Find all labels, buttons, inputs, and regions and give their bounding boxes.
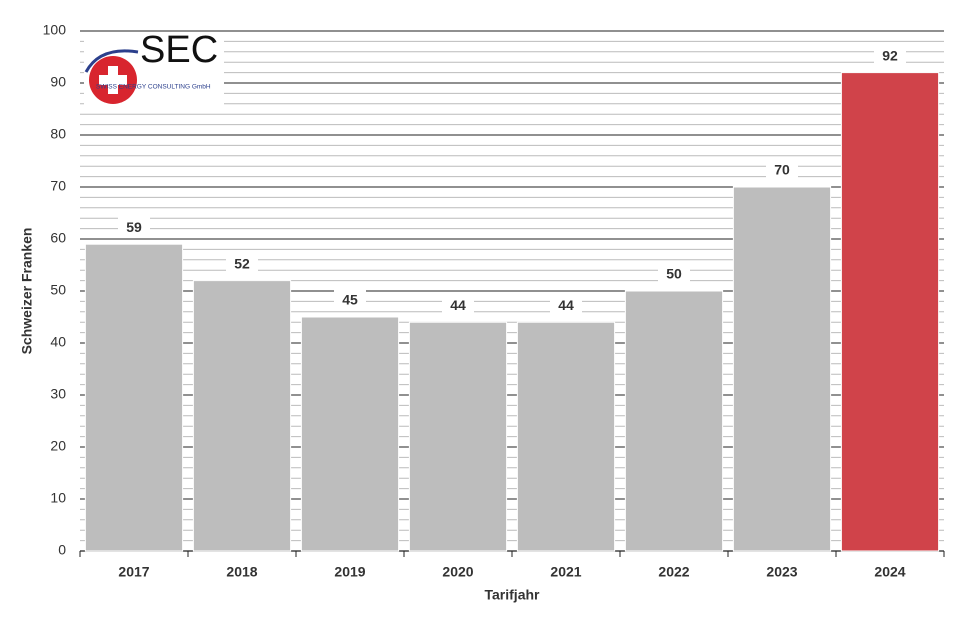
y-tick-label: 30 (50, 386, 66, 402)
logo-subtitle: SWISS ENERGY CONSULTING GmbH (96, 84, 211, 91)
value-label-background (550, 295, 582, 316)
bar (408, 321, 508, 552)
value-label-background (334, 290, 366, 310)
bar (624, 290, 724, 552)
x-tick-label: 2020 (442, 564, 473, 580)
value-label: 59 (126, 219, 142, 235)
value-label-background (658, 264, 690, 284)
value-label: 50 (666, 266, 682, 282)
y-tick-label: 60 (50, 230, 66, 246)
y-tick-label: 100 (43, 22, 67, 38)
bar (192, 280, 292, 552)
y-tick-label: 0 (58, 542, 66, 558)
y-tick-label: 70 (50, 178, 66, 194)
y-tick-label: 20 (50, 438, 66, 454)
x-tick-label: 2023 (766, 564, 797, 580)
value-label-background (442, 295, 474, 316)
x-tick-label: 2017 (118, 564, 149, 580)
bar (516, 321, 616, 552)
x-tick-label: 2024 (874, 564, 905, 580)
bar (840, 72, 940, 552)
y-axis-title: Schweizer Franken (19, 228, 35, 355)
value-label: 92 (882, 47, 898, 63)
x-axis-title: Tarifjahr (485, 587, 541, 603)
bar (732, 186, 832, 552)
value-label-background (874, 45, 906, 66)
x-tick-label: 2019 (334, 564, 365, 580)
logo-title: SEC (140, 29, 218, 71)
value-label: 70 (774, 162, 790, 178)
value-label: 44 (450, 297, 466, 313)
y-tick-label: 50 (50, 282, 66, 298)
value-label-background (118, 217, 150, 238)
x-tick-label: 2018 (226, 564, 257, 580)
value-label: 44 (558, 297, 574, 313)
logo-cross (99, 75, 127, 85)
y-tick-label: 90 (50, 74, 66, 90)
y-tick-label: 40 (50, 334, 66, 350)
plot-area: 0 10 20 30 40 50 60 70 80 90 100 2017 59 2018 52 2019 45… (43, 22, 945, 580)
x-tick-label: 2021 (550, 564, 581, 580)
value-label: 52 (234, 255, 250, 271)
y-tick-label: 80 (50, 126, 66, 142)
bar (300, 316, 400, 552)
y-tick-label: 10 (50, 490, 66, 506)
logo: SEC SWISS ENERGY CONSULTING GmbH (84, 29, 224, 106)
x-tick-label: 2022 (658, 564, 689, 580)
bar (84, 243, 184, 552)
value-label-background (766, 160, 798, 180)
logo-arc (84, 49, 139, 73)
value-label-background (226, 253, 258, 274)
value-label: 45 (342, 292, 358, 308)
